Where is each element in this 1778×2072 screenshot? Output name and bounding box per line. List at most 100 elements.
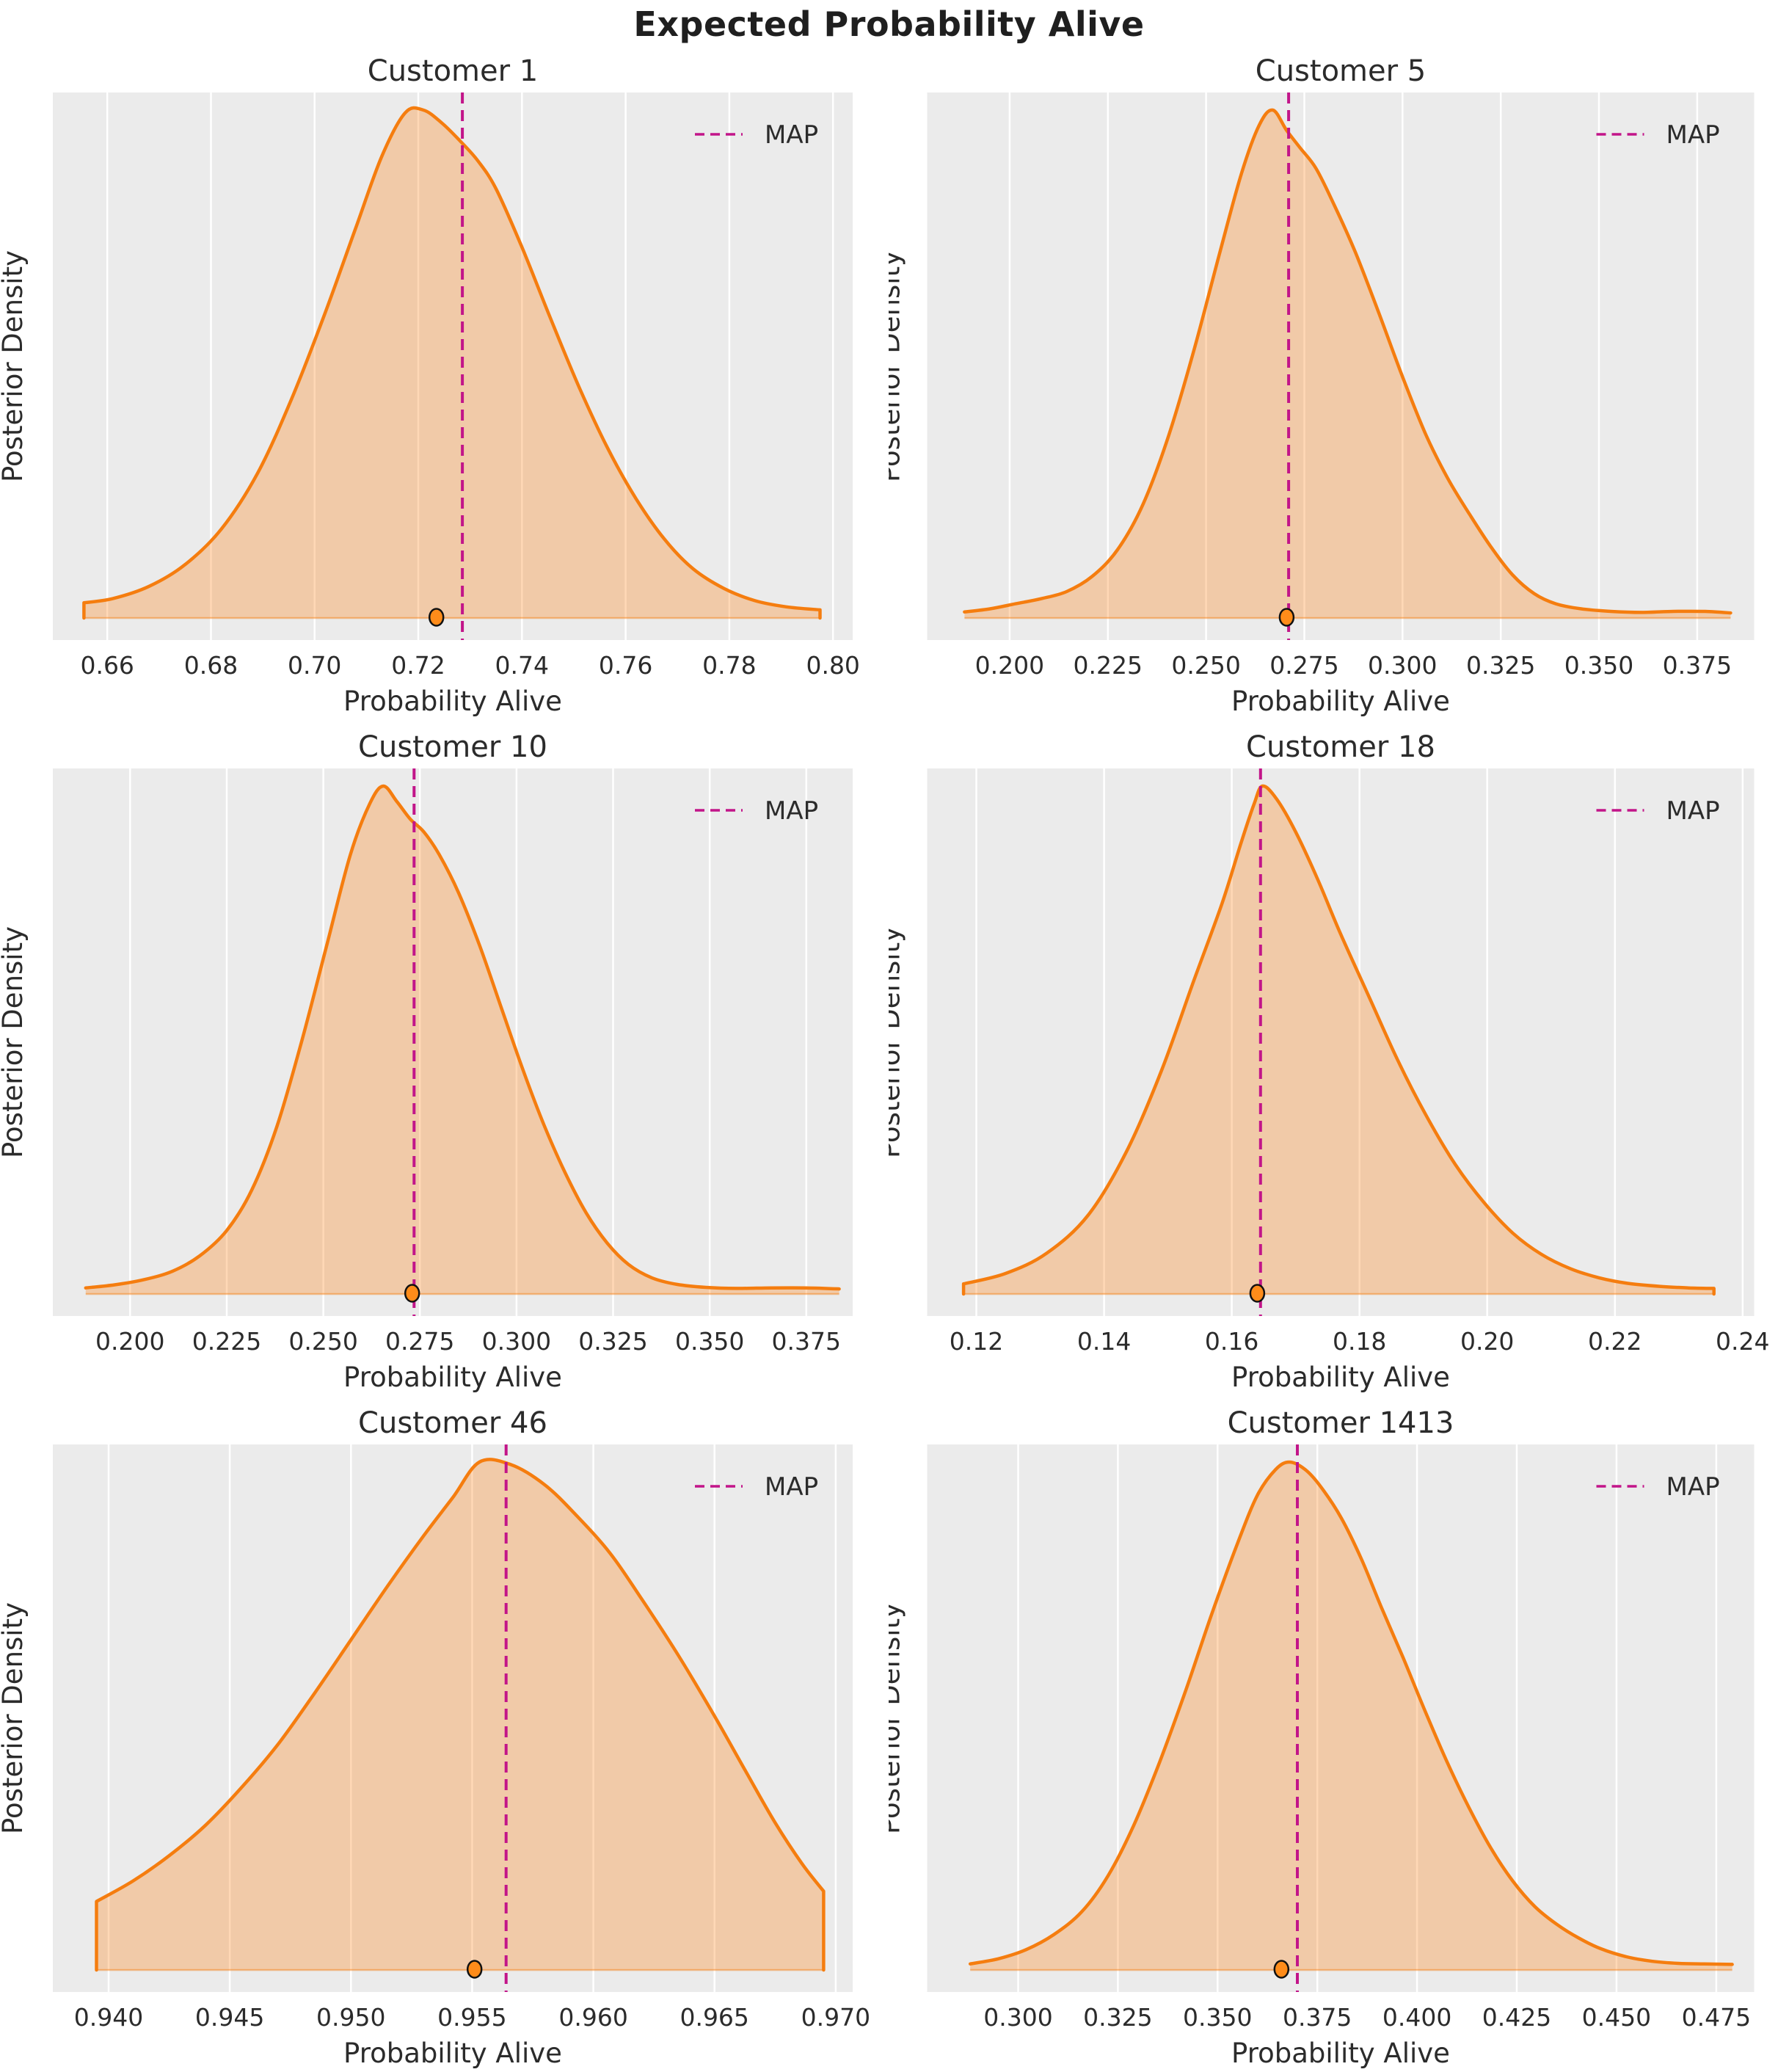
y-axis-label: Posterior Density (0, 1602, 29, 1834)
x-tick-label: 0.80 (806, 651, 859, 680)
customer-dot (1273, 1960, 1290, 1979)
kde-fill (970, 1462, 1733, 1970)
x-tick-label: 0.325 (1083, 2003, 1152, 2032)
legend-label: MAP (1666, 120, 1720, 150)
x-tick-label: 0.20 (1460, 1327, 1514, 1356)
kde-fill (963, 785, 1714, 1294)
x-tick-label: 0.200 (95, 1327, 164, 1356)
x-tick-label: 0.945 (195, 2003, 264, 2032)
kde-curve (961, 784, 1716, 1296)
y-axis-label: Posterior Density (0, 250, 29, 482)
x-tick-label: 0.350 (675, 1327, 744, 1356)
x-tick-label: 0.74 (495, 651, 549, 680)
subplot-grid: 0.66 0.68 0.70 0.72 0.74 0.76 0.78 0.80 Custome… (0, 44, 1778, 2072)
x-tick-label: 0.325 (578, 1327, 647, 1356)
subplot-title: Customer 1 (368, 54, 538, 88)
x-tick-label: 0.955 (437, 2003, 506, 2032)
x-tick-label: 0.16 (1205, 1327, 1258, 1356)
x-tick-label: 0.14 (1077, 1327, 1131, 1356)
x-axis-label: Probability Alive (1231, 1362, 1450, 1393)
x-tick-label: 0.375 (1663, 651, 1732, 680)
x-tick-label: 0.68 (184, 651, 238, 680)
figure-title: Expected Probability Alive (633, 4, 1145, 44)
x-tick-label: 0.22 (1588, 1327, 1642, 1356)
x-tick-label: 0.970 (801, 2003, 870, 2032)
x-tick-label: 0.275 (385, 1327, 454, 1356)
x-tick-label: 0.225 (192, 1327, 261, 1356)
y-axis-label: Posterior Density (889, 250, 906, 482)
subplot-title: Customer 18 (1246, 730, 1435, 764)
x-tick-label: 0.960 (558, 2003, 627, 2032)
plot-background (927, 92, 1755, 640)
subplot-customer-46: 0.940 0.945 0.950 0.955 0.960 0.965 0.970 Cust… (0, 1406, 870, 2069)
customer-dot (1278, 608, 1295, 627)
x-tick-label: 0.72 (391, 651, 445, 680)
x-tick-label: 0.375 (772, 1327, 841, 1356)
x-tick-label: 0.18 (1333, 1327, 1386, 1356)
customer-dot (404, 1284, 420, 1303)
x-tick-label: 0.475 (1682, 2003, 1751, 2032)
subplot-customer-5: 0.200 0.225 0.250 0.275 0.300 0.325 0.350 0.375… (889, 54, 1755, 717)
plot-background (53, 768, 853, 1316)
x-axis-label: Probability Alive (343, 1362, 562, 1393)
x-tick-label: 0.300 (1368, 651, 1437, 680)
y-axis-label: Posterior Density (889, 926, 906, 1158)
x-tick-label: 0.965 (679, 2003, 748, 2032)
legend-label: MAP (765, 796, 818, 826)
subplot-customer-1: 0.66 0.68 0.70 0.72 0.74 0.76 0.78 0.80 Custome… (0, 54, 860, 717)
subplot-customer-1413: 0.300 0.325 0.350 0.375 0.400 0.425 0.450 0.475… (889, 1406, 1755, 2069)
x-tick-label: 0.78 (702, 651, 756, 680)
kde-fill (96, 1459, 824, 1970)
subplot-title: Customer 5 (1256, 54, 1426, 88)
subplot-customer-10: 0.200 0.225 0.250 0.275 0.300 0.325 0.350 0.375… (0, 730, 853, 1393)
x-tick-label: 0.300 (983, 2003, 1052, 2032)
kde-curve (82, 106, 822, 620)
kde-curve (84, 784, 841, 1291)
subplot-title: Customer 46 (358, 1406, 547, 1440)
x-tick-label: 0.400 (1382, 2003, 1451, 2032)
x-tick-label: 0.950 (316, 2003, 385, 2032)
x-tick-label: 0.24 (1716, 1327, 1769, 1356)
x-axis-label: Probability Alive (1231, 686, 1450, 717)
subplot-customer-18: 0.12 0.14 0.16 0.18 0.20 0.22 0.24 Customer 18… (889, 730, 1770, 1393)
subplot-title: Customer 10 (358, 730, 547, 764)
x-tick-label: 0.425 (1482, 2003, 1551, 2032)
y-axis-label: Posterior Density (889, 1602, 906, 1834)
x-axis-label: Probability Alive (343, 2038, 562, 2069)
x-tick-label: 0.275 (1269, 651, 1338, 680)
x-tick-label: 0.250 (288, 1327, 357, 1356)
x-tick-label: 0.350 (1183, 2003, 1252, 2032)
y-axis-label: Posterior Density (0, 926, 29, 1158)
kde-curve (963, 108, 1733, 615)
plot-background (53, 92, 853, 640)
x-tick-label: 0.325 (1466, 651, 1535, 680)
x-tick-label: 0.300 (482, 1327, 551, 1356)
x-tick-label: 0.450 (1582, 2003, 1651, 2032)
x-tick-label: 0.225 (1074, 651, 1143, 680)
x-tick-label: 0.66 (80, 651, 134, 680)
customer-dot (1249, 1284, 1266, 1303)
x-tick-label: 0.70 (288, 651, 341, 680)
x-tick-label: 0.250 (1171, 651, 1240, 680)
x-tick-label: 0.200 (975, 651, 1044, 680)
kde-fill (84, 107, 820, 618)
kde-fill (85, 785, 839, 1294)
kde-fill (964, 109, 1731, 618)
plot-background (927, 768, 1755, 1316)
plot-background (53, 1444, 853, 1992)
x-tick-label: 0.350 (1564, 651, 1633, 680)
x-tick-label: 0.375 (1283, 2003, 1352, 2032)
subplot-title: Customer 1413 (1228, 1406, 1454, 1440)
legend-label: MAP (765, 120, 818, 150)
x-tick-label: 0.12 (950, 1327, 1003, 1356)
legend-label: MAP (765, 1472, 818, 1502)
x-tick-label: 0.76 (599, 651, 652, 680)
kde-curve (95, 1458, 826, 1972)
kde-curve (968, 1460, 1734, 1966)
x-axis-label: Probability Alive (1231, 2038, 1450, 2069)
customer-dot (428, 608, 445, 627)
x-tick-label: 0.940 (74, 2003, 143, 2032)
legend-label: MAP (1666, 1472, 1720, 1502)
customer-dot (466, 1960, 483, 1979)
